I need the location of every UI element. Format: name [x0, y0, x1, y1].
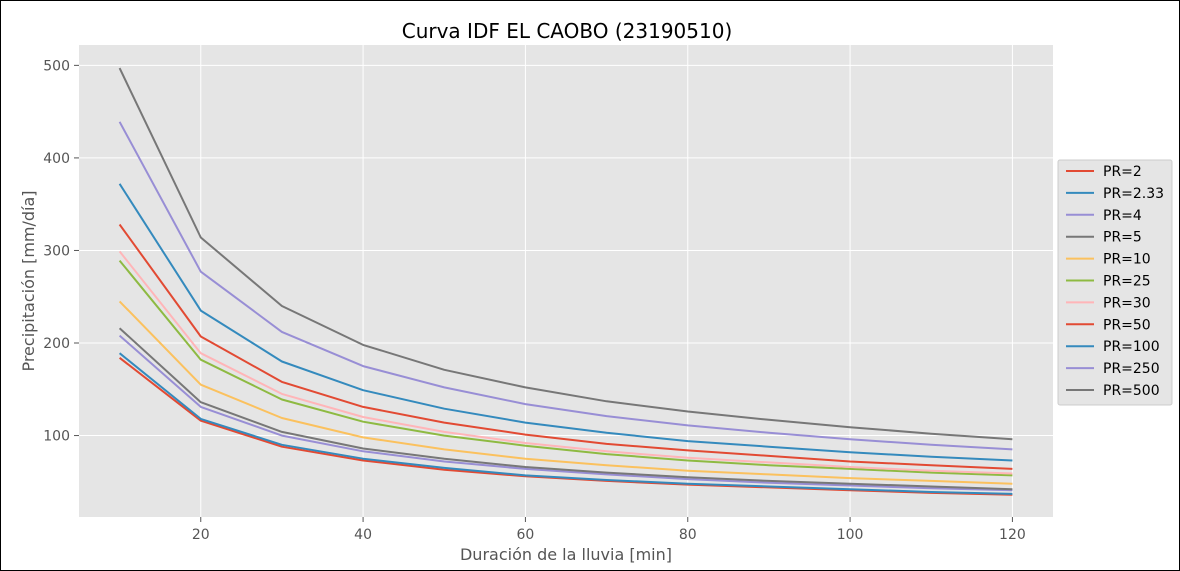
legend-label: PR=50	[1103, 317, 1151, 333]
series-line	[118, 67, 1013, 441]
legend-label: PR=25	[1103, 274, 1151, 290]
x-axis-label: Duración de la lluvia [min]	[460, 545, 672, 564]
legend: PR=2 PR=2.33 PR=4 PR=5 PR=10 PR=25 PR=30 PR=50 P…	[1057, 159, 1173, 406]
legend-label: PR=100	[1103, 339, 1160, 355]
x-tick-label: 100	[837, 527, 864, 543]
series-line	[118, 183, 1013, 462]
series-line	[118, 121, 1013, 451]
chart-title: Curva IDF EL CAOBO (23190510)	[402, 19, 733, 43]
legend-label: PR=2	[1103, 164, 1142, 180]
series-line	[118, 223, 1013, 470]
y-tick-label: 300	[43, 243, 70, 259]
y-tick-label: 100	[43, 429, 70, 445]
y-tick-label: 200	[43, 336, 70, 352]
x-tick-label: 60	[517, 527, 535, 543]
legend-label: PR=5	[1103, 230, 1142, 246]
series-lines	[118, 67, 1013, 496]
legend-label: PR=500	[1103, 383, 1160, 399]
legend-label: PR=30	[1103, 295, 1151, 311]
y-axis-label: Precipitación [mm/día]	[19, 190, 38, 371]
legend-label: PR=4	[1103, 208, 1142, 224]
legend-label: PR=10	[1103, 252, 1151, 268]
legend-label: PR=2.33	[1103, 186, 1164, 202]
y-tick-label: 500	[43, 58, 70, 74]
series-line	[118, 250, 1013, 475]
legend-label: PR=250	[1103, 361, 1160, 377]
series-line	[118, 352, 1013, 495]
x-axis-ticks: 20 40 60 80 100 120	[192, 517, 1026, 543]
x-tick-label: 20	[192, 527, 210, 543]
series-line	[118, 327, 1013, 491]
series-line	[118, 300, 1013, 485]
x-tick-label: 80	[679, 527, 697, 543]
series-line	[118, 334, 1013, 492]
y-axis-ticks: 100 200 300 400 500	[43, 58, 79, 445]
legend-box	[1057, 159, 1173, 406]
y-tick-label: 400	[43, 151, 70, 167]
series-line	[118, 259, 1013, 477]
x-tick-label: 40	[354, 527, 372, 543]
x-tick-label: 120	[999, 527, 1026, 543]
